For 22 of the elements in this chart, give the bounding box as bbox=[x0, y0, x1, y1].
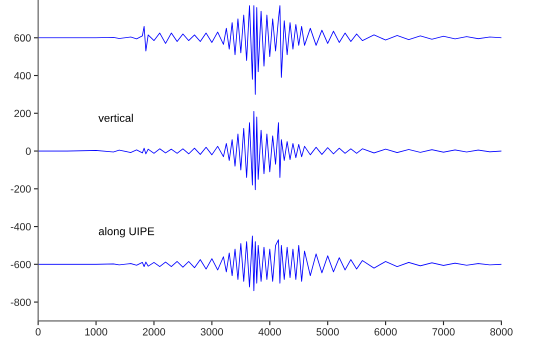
y-tick-label: -200 bbox=[10, 185, 31, 193]
y-tick-label: -600 bbox=[10, 260, 31, 268]
x-tick-label: 2000 bbox=[142, 328, 166, 336]
y-tick-label: 600 bbox=[14, 34, 31, 42]
x-tick-label: 5000 bbox=[316, 328, 339, 336]
x-tick-label: 0 bbox=[36, 328, 41, 336]
x-tick-label: 4000 bbox=[258, 328, 281, 336]
text: vertical bbox=[98, 114, 133, 122]
y-tick-label: 200 bbox=[14, 110, 31, 118]
x-tick-label: 8000 bbox=[490, 328, 513, 336]
y-tick-label: 400 bbox=[14, 72, 31, 80]
line-series bbox=[38, 236, 502, 292]
x-tick-label: 6000 bbox=[374, 328, 397, 336]
x-tick-label: 7000 bbox=[432, 328, 455, 336]
line-series bbox=[38, 5, 502, 95]
line-series bbox=[38, 110, 502, 190]
x-tick-label: 1000 bbox=[85, 328, 108, 336]
y-tick-label: -800 bbox=[10, 298, 31, 306]
x-tick-label: 3000 bbox=[200, 328, 224, 336]
y-tick-label: 0 bbox=[26, 148, 31, 155]
y-tick-label: -400 bbox=[10, 223, 31, 230]
text: along UIPE bbox=[98, 227, 154, 238]
